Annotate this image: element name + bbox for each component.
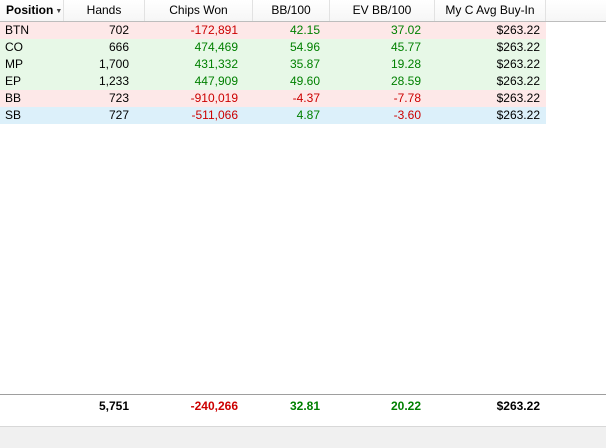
totals-ev-bb100: 20.22 [330, 395, 435, 417]
cell-bb100: 4.87 [253, 107, 330, 124]
table-row[interactable]: EP 1,233 447,909 49.60 28.59 $263.22 [0, 73, 606, 90]
column-header-chips-won[interactable]: Chips Won [145, 0, 253, 21]
cell-avg-buyin: $263.22 [435, 39, 546, 56]
cell-filler [546, 73, 606, 90]
column-header-ev-bb100[interactable]: EV BB/100 [330, 0, 435, 21]
cell-hands: 666 [64, 39, 145, 56]
totals-bb100: 32.81 [253, 395, 330, 417]
column-header-position-label: Position [6, 3, 54, 17]
cell-bb100: 49.60 [253, 73, 330, 90]
cell-filler [546, 90, 606, 107]
cell-ev-bb100: 19.28 [330, 56, 435, 73]
column-header-avg-buyin[interactable]: My C Avg Buy-In [435, 0, 546, 21]
totals-hands: 5,751 [64, 395, 145, 417]
totals-row: 5,751 -240,266 32.81 20.22 $263.22 [0, 394, 606, 417]
cell-hands: 723 [64, 90, 145, 107]
cell-filler [546, 39, 606, 56]
cell-chips-won: -172,891 [145, 22, 253, 39]
table-row[interactable]: BB 723 -910,019 -4.37 -7.78 $263.22 [0, 90, 606, 107]
totals-position [0, 395, 64, 417]
totals-chips-won: -240,266 [145, 395, 253, 417]
cell-bb100: 35.87 [253, 56, 330, 73]
cell-position: EP [0, 73, 64, 90]
table-header: Position ▼ Hands Chips Won BB/100 EV BB/1… [0, 0, 606, 22]
cell-ev-bb100: -3.60 [330, 107, 435, 124]
cell-chips-won: -910,019 [145, 90, 253, 107]
cell-chips-won: 474,469 [145, 39, 253, 56]
cell-filler [546, 56, 606, 73]
cell-avg-buyin: $263.22 [435, 22, 546, 39]
cell-avg-buyin: $263.22 [435, 107, 546, 124]
table-row[interactable]: MP 1,700 431,332 35.87 19.28 $263.22 [0, 56, 606, 73]
cell-hands: 1,700 [64, 56, 145, 73]
cell-avg-buyin: $263.22 [435, 56, 546, 73]
column-header-hands[interactable]: Hands [64, 0, 145, 21]
sort-desc-icon: ▼ [55, 8, 63, 15]
cell-ev-bb100: -7.78 [330, 90, 435, 107]
column-header-filler [546, 0, 606, 21]
column-header-bb100[interactable]: BB/100 [253, 0, 330, 21]
cell-bb100: 42.15 [253, 22, 330, 39]
cell-filler [546, 107, 606, 124]
table-row[interactable]: SB 727 -511,066 4.87 -3.60 $263.22 [0, 107, 606, 124]
cell-chips-won: 431,332 [145, 56, 253, 73]
table-row[interactable]: BTN 702 -172,891 42.15 37.02 $263.22 [0, 22, 606, 39]
cell-chips-won: 447,909 [145, 73, 253, 90]
cell-position: MP [0, 56, 64, 73]
cell-avg-buyin: $263.22 [435, 73, 546, 90]
cell-position: SB [0, 107, 64, 124]
cell-hands: 727 [64, 107, 145, 124]
cell-hands: 1,233 [64, 73, 145, 90]
cell-hands: 702 [64, 22, 145, 39]
cell-bb100: -4.37 [253, 90, 330, 107]
cell-ev-bb100: 45.77 [330, 39, 435, 56]
totals-avg-buyin: $263.22 [435, 395, 546, 417]
cell-position: CO [0, 39, 64, 56]
cell-chips-won: -511,066 [145, 107, 253, 124]
cell-ev-bb100: 37.02 [330, 22, 435, 39]
cell-position: BTN [0, 22, 64, 39]
status-strip [0, 426, 606, 448]
cell-bb100: 54.96 [253, 39, 330, 56]
cell-avg-buyin: $263.22 [435, 90, 546, 107]
cell-ev-bb100: 28.59 [330, 73, 435, 90]
table-row[interactable]: CO 666 474,469 54.96 45.77 $263.22 [0, 39, 606, 56]
cell-position: BB [0, 90, 64, 107]
totals-filler [546, 395, 606, 417]
column-header-position[interactable]: Position ▼ [0, 0, 64, 21]
cell-filler [546, 22, 606, 39]
